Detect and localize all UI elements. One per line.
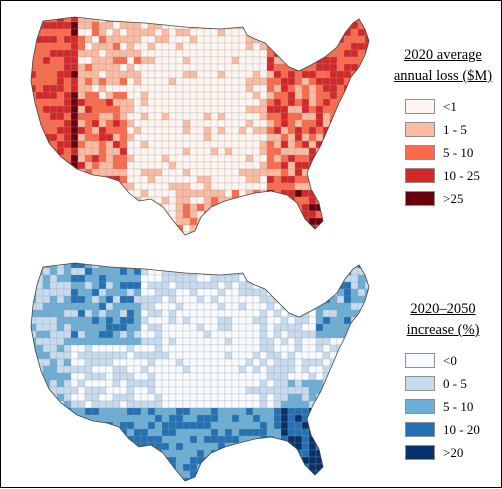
- legend-label: >20: [443, 444, 464, 460]
- loss-increase-county-cells: [31, 263, 369, 481]
- legend-swatch: [405, 353, 435, 368]
- legend-label: 5 - 10: [443, 144, 474, 160]
- annual-loss-legend: 2020 average annual loss ($M) <1 1 - 5 5 -…: [387, 45, 499, 210]
- legend-label: 0 - 5: [443, 375, 467, 391]
- loss-increase-legend-title: 2020–2050 increase (%): [387, 299, 499, 341]
- annual-loss-map-svg: [30, 16, 370, 236]
- legend-label: 10 - 20: [443, 421, 480, 437]
- legend-item: 5 - 10: [387, 141, 499, 164]
- legend-label: <1: [443, 98, 457, 114]
- legend-item: <1: [387, 95, 499, 118]
- legend-swatch: [405, 191, 435, 206]
- legend-title-line1: 2020 average: [404, 47, 482, 63]
- annual-loss-legend-title: 2020 average annual loss ($M): [387, 45, 499, 87]
- legend-swatch: [405, 99, 435, 114]
- legend-item: >20: [387, 441, 499, 464]
- legend-title-line2: annual loss ($M): [393, 68, 493, 84]
- us-outline: [30, 262, 370, 482]
- legend-swatch: [405, 376, 435, 391]
- legend-swatch: [405, 122, 435, 137]
- legend-label: >25: [443, 190, 464, 206]
- legend-label: <0: [443, 352, 457, 368]
- legend-label: 10 - 25: [443, 167, 480, 183]
- legend-title-line2: increase (%): [406, 322, 480, 338]
- legend-swatch: [405, 422, 435, 437]
- legend-item: 5 - 10: [387, 395, 499, 418]
- legend-item: 10 - 20: [387, 418, 499, 441]
- legend-item: 0 - 5: [387, 372, 499, 395]
- legend-label: 5 - 10: [443, 398, 474, 414]
- legend-item: <0: [387, 349, 499, 372]
- legend-item: 10 - 25: [387, 164, 499, 187]
- legend-swatch: [405, 145, 435, 160]
- legend-swatch: [405, 399, 435, 414]
- annual-loss-county-cells: [31, 17, 369, 235]
- legend-title-line1: 2020–2050: [410, 301, 476, 317]
- loss-increase-map-svg: [30, 262, 370, 482]
- legend-item: >25: [387, 187, 499, 210]
- legend-label: 1 - 5: [443, 121, 467, 137]
- loss-increase-map: [15, 253, 381, 489]
- legend-swatch: [405, 168, 435, 183]
- annual-loss-map: [15, 7, 381, 243]
- us-outline: [30, 16, 370, 236]
- legend-item: 1 - 5: [387, 118, 499, 141]
- legend-swatch: [405, 445, 435, 460]
- loss-increase-legend: 2020–2050 increase (%) <0 0 - 5 5 - 10 10 -…: [387, 299, 499, 464]
